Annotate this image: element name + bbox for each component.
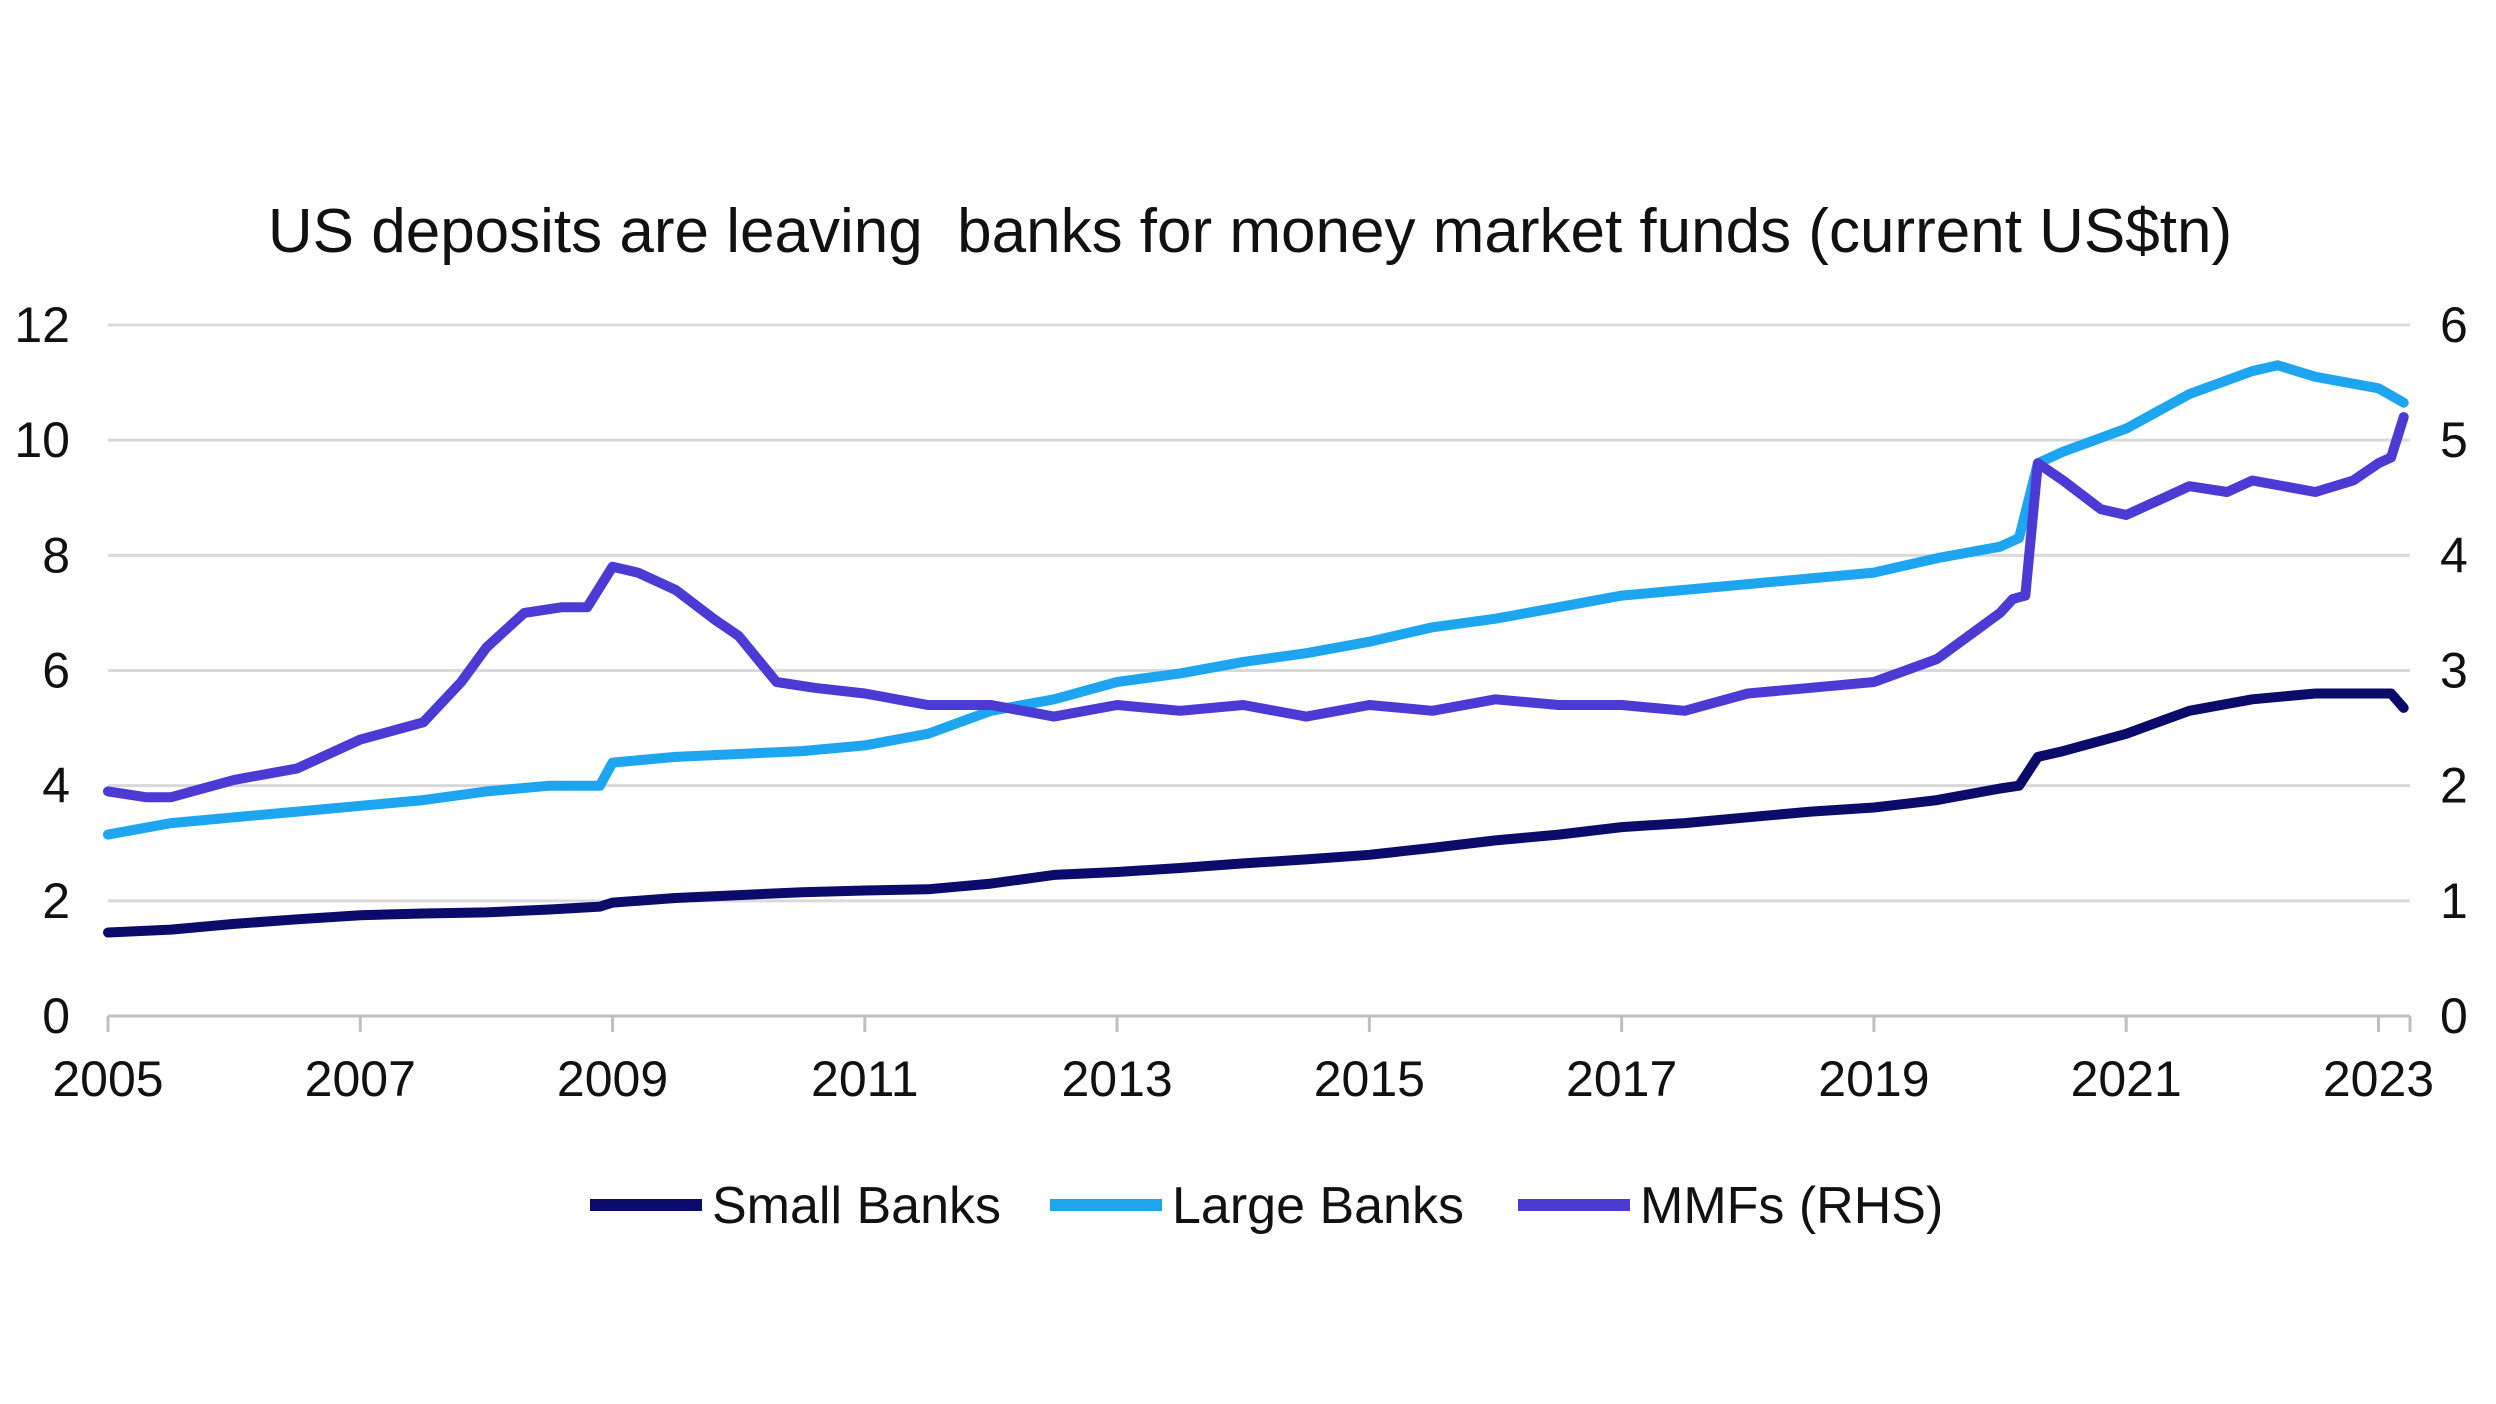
left-tick-label: 0 <box>42 988 70 1044</box>
left-axis-ticks: 0 2 4 6 8 10 12 <box>14 297 70 1044</box>
left-tick-label: 10 <box>14 412 70 468</box>
right-tick-label: 5 <box>2440 412 2468 468</box>
legend-label: Large Banks <box>1172 1177 1464 1235</box>
right-tick-label: 6 <box>2440 297 2468 353</box>
right-tick-label: 3 <box>2440 643 2468 699</box>
x-tick-label: 2005 <box>52 1051 163 1107</box>
left-tick-label: 4 <box>42 758 70 814</box>
series-lines <box>103 360 2409 938</box>
right-tick-label: 1 <box>2440 873 2468 929</box>
legend: Small Banks Large Banks MMFs (RHS) <box>590 1177 1943 1235</box>
left-tick-label: 2 <box>42 873 70 929</box>
gridlines <box>108 323 2410 903</box>
legend-label: Small Banks <box>712 1177 1001 1235</box>
x-tick-label: 2013 <box>1061 1051 1172 1107</box>
x-tick-label: 2021 <box>2071 1051 2182 1107</box>
series-line-small-banks <box>103 688 2409 938</box>
legend-label: MMFs (RHS) <box>1640 1177 1943 1235</box>
right-axis-ticks: 0 1 2 3 4 5 6 <box>2440 297 2468 1044</box>
x-tick-label: 2011 <box>811 1051 919 1107</box>
chart-title: US deposits are leaving banks for money … <box>268 197 2232 266</box>
x-tick-label: 2015 <box>1314 1051 1425 1107</box>
series-line-large-banks <box>103 360 2409 840</box>
x-axis-ticks: 2005 2007 2009 2011 2013 2015 2017 2019 2021 2023 <box>52 1016 2434 1107</box>
x-tick-label: 2019 <box>1818 1051 1929 1107</box>
right-tick-label: 0 <box>2440 988 2468 1044</box>
x-tick-label: 2007 <box>305 1051 416 1107</box>
x-tick-label: 2023 <box>2323 1051 2434 1107</box>
x-tick-label: 2017 <box>1566 1051 1677 1107</box>
left-tick-label: 8 <box>42 527 70 583</box>
x-tick-label: 2009 <box>557 1051 668 1107</box>
series-line-mmfs-rhs <box>103 412 2409 803</box>
left-tick-label: 6 <box>42 643 70 699</box>
left-tick-label: 12 <box>14 297 70 353</box>
right-tick-label: 4 <box>2440 527 2468 583</box>
right-tick-label: 2 <box>2440 758 2468 814</box>
